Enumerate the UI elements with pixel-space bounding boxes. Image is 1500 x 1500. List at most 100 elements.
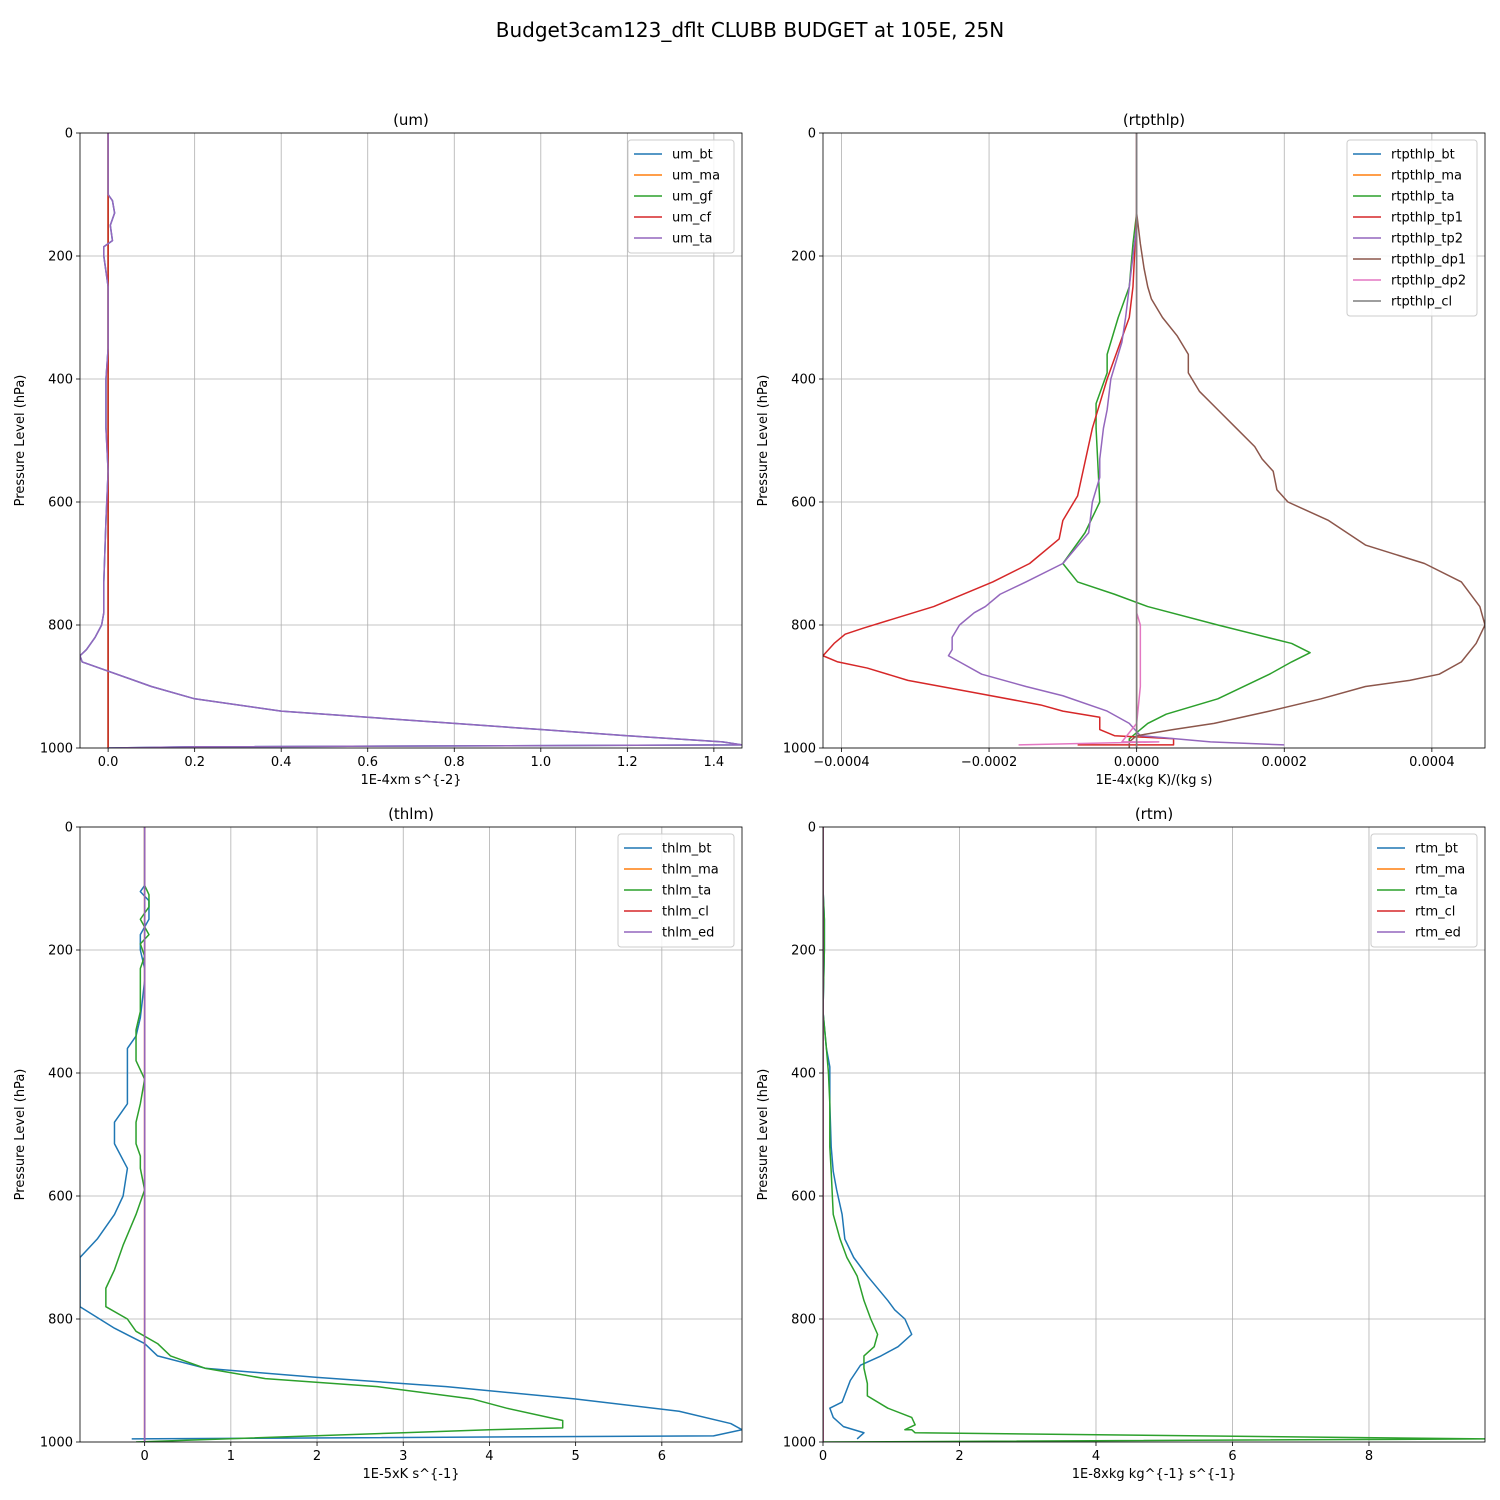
x-tick-label: 4 (1092, 1449, 1100, 1464)
y-tick-label: 600 (48, 496, 73, 511)
legend: rtm_bt rtm_ma rtm_ta rtm_cl rtm_ed (1370, 833, 1478, 948)
legend-label: rtm_ta (1415, 884, 1458, 899)
series-line-rtm_gf (823, 827, 1485, 1442)
legend-label: um_cf (672, 211, 712, 226)
x-tick-label: 4 (485, 1449, 493, 1464)
series-line-rtm_bt (823, 827, 913, 1440)
legend-label: rtm_bt (1415, 842, 1458, 857)
legend-label: thlm_ed (662, 926, 714, 941)
axes-frame (79, 132, 743, 749)
legend: thlm_bt thlm_ma thlm_ta thlm_cl thlm_ed (617, 833, 735, 948)
y-tick-label: 0 (808, 821, 816, 836)
legend-label: thlm_cl (662, 905, 709, 920)
figure-title: Budget3cam123_dflt CLUBB BUDGET at 105E,… (496, 18, 1004, 42)
legend-label: thlm_bt (662, 842, 711, 857)
series-line-thlm_ta (105, 827, 564, 1442)
legend-label: rtpthlp_tp2 (1391, 232, 1463, 247)
legend-label: um_gf (672, 190, 713, 205)
x-tick-label: 0.6 (357, 755, 378, 770)
y-tick-label: 200 (48, 944, 73, 959)
series-line-um_ta (80, 133, 742, 748)
y-tick-label: 800 (791, 1313, 816, 1328)
y-tick-label: 0 (808, 127, 816, 142)
axes-frame (79, 826, 743, 1443)
legend-label: um_bt (672, 148, 713, 163)
axes-container: 0.0 0.2 0.4 0.6 0.8 1.0 1.2 1.40200400600800100… (13, 111, 1486, 1482)
y-axis-label: Pressure Level (hPa) (756, 1069, 771, 1201)
legend-box (617, 833, 735, 948)
x-tick-label: 1.2 (617, 755, 638, 770)
legend-label: um_ma (672, 169, 720, 184)
y-tick-label: 1000 (783, 1436, 816, 1451)
legend-label: um_ta (672, 232, 712, 247)
x-tick-label: 0.0002 (1262, 755, 1308, 770)
legend-box (1370, 833, 1478, 948)
legend-box (1346, 139, 1478, 317)
x-tick-label: 1.4 (704, 755, 725, 770)
legend-label: rtpthlp_dp1 (1391, 253, 1466, 268)
legend: rtpthlp_bt rtpthlp_ma rtpthlp_ta rtpthlp_tp… (1346, 139, 1478, 317)
legend-label: rtm_ed (1415, 926, 1461, 941)
subplot-title: (um) (393, 111, 429, 129)
x-tick-label: 0.2 (184, 755, 205, 770)
y-tick-label: 800 (791, 619, 816, 634)
x-tick-label: 8 (1365, 1449, 1373, 1464)
x-tick-label: 6 (658, 1449, 666, 1464)
y-tick-label: 200 (791, 250, 816, 265)
y-tick-label: 400 (48, 1067, 73, 1082)
series-line-rtpthlp_dp1 (1128, 133, 1485, 748)
x-tick-label: 0.4 (271, 755, 292, 770)
subplot-title: (rtm) (1135, 805, 1173, 823)
y-axis-label: Pressure Level (hPa) (13, 1069, 28, 1201)
legend-label: rtpthlp_bt (1391, 148, 1455, 163)
y-tick-label: 400 (791, 1067, 816, 1082)
x-axis-label: 1E-4xm s^{-2} (360, 773, 461, 788)
axes-frame (822, 132, 1486, 749)
x-tick-label: 2 (313, 1449, 321, 1464)
x-tick-label: 0 (819, 1449, 827, 1464)
y-tick-label: 600 (791, 1190, 816, 1205)
x-tick-label: 0.0000 (1114, 755, 1160, 770)
axes-frame (822, 826, 1486, 1443)
subplot-title: (thlm) (388, 805, 434, 823)
legend-label: rtm_cl (1415, 905, 1455, 920)
y-tick-label: 0 (65, 127, 73, 142)
x-tick-label: 6 (1228, 1449, 1236, 1464)
y-tick-label: 1000 (40, 742, 73, 757)
legend-label: rtpthlp_ma (1391, 169, 1462, 184)
series-line-rtpthlp_tp2 (947, 133, 1285, 746)
y-tick-label: 1000 (783, 742, 816, 757)
x-tick-label: 3 (399, 1449, 407, 1464)
x-axis-label: 1E-4x(kg K)/(kg s) (1096, 773, 1213, 788)
y-tick-label: 400 (48, 373, 73, 388)
legend-label: rtpthlp_dp2 (1391, 274, 1466, 289)
x-axis-label: 1E-5xK s^{-1} (363, 1467, 460, 1482)
legend-label: rtpthlp_ta (1391, 190, 1454, 205)
x-tick-label: 2 (955, 1449, 963, 1464)
legend-box (627, 139, 735, 254)
subplot-1: 0.0 0.2 0.4 0.6 0.8 1.0 1.2 1.4 0 200 400 600 800 100… (13, 111, 743, 788)
x-tick-label: 0.8 (444, 755, 465, 770)
x-tick-label: 1.0 (530, 755, 551, 770)
series-group (823, 827, 1485, 1442)
legend-label: rtpthlp_tp1 (1391, 211, 1463, 226)
y-tick-label: 1000 (40, 1436, 73, 1451)
x-tick-label: 0.0 (98, 755, 119, 770)
y-tick-label: 800 (48, 619, 73, 634)
y-tick-label: 400 (791, 373, 816, 388)
y-axis-label: Pressure Level (hPa) (756, 375, 771, 507)
legend: um_bt um_ma um_gf um_cf um_ta (627, 139, 735, 254)
y-tick-label: 0 (65, 821, 73, 836)
subplot-title: (rtpthlp) (1123, 111, 1185, 129)
series-group (80, 827, 742, 1442)
y-tick-label: 600 (791, 496, 816, 511)
x-axis-label: 1E-8xkg kg^{-1} s^{-1} (1072, 1467, 1237, 1482)
subplot-4: 0 2 4 6 8 0 200 400 600 800 1000 (rtm) 1E-8xkg kg^{-… (756, 805, 1486, 1482)
y-tick-label: 600 (48, 1190, 73, 1205)
legend-label: thlm_ma (662, 863, 719, 878)
legend-label: thlm_ta (662, 884, 711, 899)
x-tick-label: −0.0004 (813, 755, 869, 770)
series-line-rtpthlp_ta (1062, 133, 1311, 748)
x-tick-label: −0.0002 (961, 755, 1017, 770)
